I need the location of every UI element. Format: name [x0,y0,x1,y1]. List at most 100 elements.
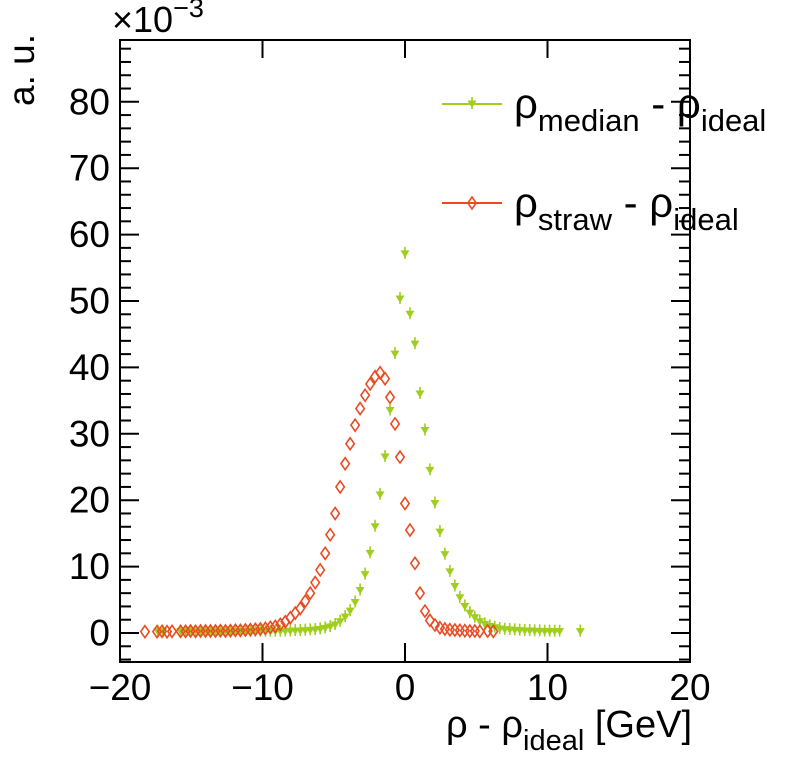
triangle-down-marker [360,571,370,579]
x-tick-label: −10 [231,667,294,708]
triangle-down-marker [395,295,405,304]
legend: ρmedian - ρideal ρstraw - ρideal [442,80,766,237]
triangle-down-marker [465,609,475,618]
triangle-down-marker [385,407,395,415]
diamond-open-marker [339,456,351,472]
diamond-open-marker [409,555,421,571]
triangle-down-marker [420,426,430,435]
triangle-down-marker [475,618,485,626]
diamond-open-marker [166,623,178,639]
diamond-open-marker [310,575,321,590]
legend-label: ρmedian - ρideal [514,80,766,138]
diamond-open-marker [255,621,266,637]
triangle-down-marker [575,628,585,636]
diamond-open-marker [488,623,499,639]
y-tick-label: 0 [89,613,110,654]
triangle-down-marker [467,100,477,108]
diamond-open-marker [270,618,281,634]
x-axis-tick-labels: −20 −10 0 10 20 [89,667,711,708]
exp-mantissa: ×10 [112,0,173,40]
diamond-open-marker [429,617,441,633]
exp-exponent: −3 [173,0,204,23]
diamond-open-marker [389,416,401,432]
legend-entry-median: ρmedian - ρideal [442,80,766,138]
plot-frame [119,39,691,663]
diamond-open-marker [419,603,431,619]
triangle-down-marker [480,620,490,629]
diamond-open-marker [300,593,311,609]
triangle-down-marker [340,613,350,622]
y-tick-label: 30 [69,413,110,454]
legend-entry-straw: ρstraw - ρideal [442,179,739,237]
diamond-open-marker [260,620,271,636]
triangle-down-marker [330,621,340,630]
diamond-open-marker [295,601,306,616]
y-axis-minor-ticks [120,47,690,661]
diamond-open-marker [474,623,485,639]
diamond-open-marker [379,371,391,387]
y-tick-label: 50 [69,281,110,322]
diamond-open-marker [275,616,286,632]
triangle-down-marker [325,623,335,632]
triangle-down-marker [365,549,375,558]
diamond-open-marker [344,436,356,452]
diamond-open-marker [424,612,436,628]
y-tick-label: 60 [69,214,110,255]
triangle-down-marker [345,607,355,616]
triangle-down-marker [555,628,565,636]
triangle-down-marker [450,583,460,591]
triangle-down-marker [445,568,455,576]
diamond-open-marker [290,605,301,621]
y-tick-label: 20 [69,480,110,521]
y-axis-exponent-label: ×10−3 [112,0,204,40]
diamond-open-marker [394,449,406,465]
diamond-open-marker [399,496,411,511]
diamond-open-marker [334,479,346,495]
diamond-open-marker [325,527,336,543]
triangle-down-marker [425,466,435,475]
triangle-down-marker [390,350,400,359]
series-rho-straw [139,365,499,640]
diamond-open-marker [466,195,478,211]
diamond-open-marker [359,387,371,403]
x-axis-title: ρ - ρideal [GeV] [446,704,692,757]
triangle-down-marker [415,390,425,398]
diamond-open-marker [349,417,361,433]
x-tick-label: 0 [395,667,416,708]
x-tick-label: −20 [89,667,152,708]
y-axis-tick-labels: 0 10 20 30 40 50 60 70 80 [69,81,110,653]
triangle-down-marker [455,594,465,602]
triangle-down-marker [405,310,415,319]
triangle-down-marker [470,614,480,622]
diamond-open-marker [354,401,366,416]
y-tick-label: 70 [69,148,110,189]
x-tick-label: 20 [669,667,710,708]
triangle-down-marker [375,491,385,499]
triangle-down-marker [460,602,470,611]
diamond-open-marker [329,506,341,521]
diamond-open-marker [414,585,426,601]
diamond-open-marker [315,562,326,578]
y-tick-label: 80 [69,81,110,122]
triangle-down-marker [400,250,410,258]
diamond-open-marker [364,376,376,392]
triangle-down-marker [435,528,445,537]
diamond-open-marker [305,585,316,601]
diamond-open-marker [139,624,151,640]
diamond-open-marker [404,522,416,538]
series-rho-median [153,246,585,637]
diamond-open-marker [265,619,276,635]
diamond-open-marker [384,389,396,405]
triangle-down-marker [355,587,365,595]
triangle-down-marker [370,523,380,531]
triangle-down-marker [350,598,360,607]
triangle-down-marker [335,618,345,626]
y-tick-label: 10 [69,546,110,587]
triangle-down-marker [320,624,330,633]
legend-label: ρstraw - ρideal [514,179,739,237]
triangle-down-marker [380,453,390,462]
y-axis-major-ticks [120,100,690,634]
triangle-down-marker [430,500,440,508]
